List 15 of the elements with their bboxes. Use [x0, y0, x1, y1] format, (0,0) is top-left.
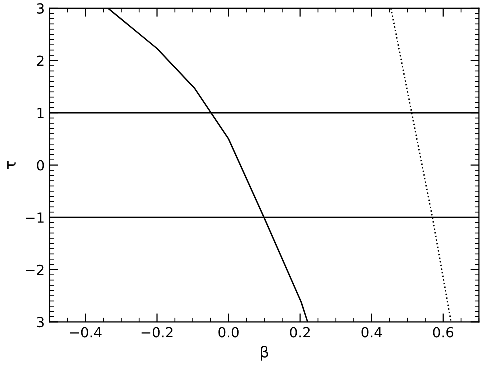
y-tick-label: 3	[37, 3, 44, 14]
y-tick-label: 2	[37, 56, 44, 66]
x-tick-label: 0.4	[362, 327, 382, 338]
y-tick-label: 0	[37, 160, 44, 171]
x-tick-label: −0.2	[142, 327, 173, 338]
y-tick-label: −2	[26, 264, 44, 276]
x-tick-label: 0.6	[433, 327, 454, 338]
x-axis-title: β	[261, 346, 268, 361]
x-tick-label: −0.4	[70, 327, 102, 338]
y-axis-title: τ	[8, 161, 16, 170]
x-tick-label: 0.0	[218, 327, 239, 338]
y-tick-label: −1	[26, 212, 44, 223]
y-tick-label: 1	[38, 108, 44, 118]
y-tick-label: 3	[37, 317, 44, 328]
x-tick-label: 0.2	[290, 327, 310, 338]
